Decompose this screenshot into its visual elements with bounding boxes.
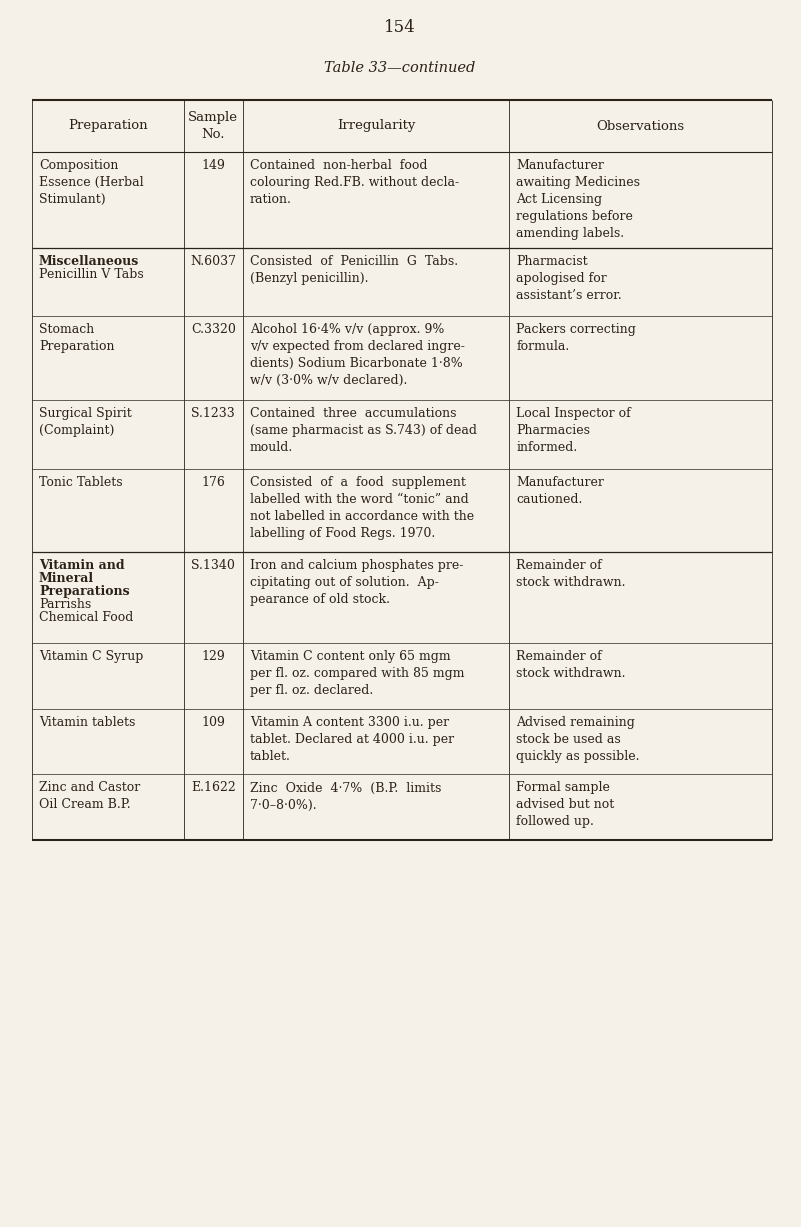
Text: C.3320: C.3320 [191,323,235,336]
Text: Stomach
Preparation: Stomach Preparation [39,323,115,353]
Text: 149: 149 [201,160,225,172]
Text: Parrishs: Parrishs [39,599,91,611]
Text: Surgical Spirit
(Complaint): Surgical Spirit (Complaint) [39,406,131,437]
Text: Table 33—continued: Table 33—continued [324,61,476,75]
Text: Remainder of
stock withdrawn.: Remainder of stock withdrawn. [517,650,626,681]
Text: Penicillin V Tabs: Penicillin V Tabs [39,267,143,281]
Text: Iron and calcium phosphates pre-
cipitating out of solution.  Ap-
pearance of ol: Iron and calcium phosphates pre- cipitat… [250,560,463,606]
Text: N.6037: N.6037 [191,254,236,267]
Text: Zinc and Castor
Oil Cream B.P.: Zinc and Castor Oil Cream B.P. [39,782,140,811]
Text: Vitamin A content 3300 i.u. per
tablet. Declared at 4000 i.u. per
tablet.: Vitamin A content 3300 i.u. per tablet. … [250,715,454,763]
Text: Alcohol 16·4% v/v (approx. 9%
v/v expected from declared ingre-
dients) Sodium B: Alcohol 16·4% v/v (approx. 9% v/v expect… [250,323,465,387]
Text: 154: 154 [384,20,416,37]
Text: 129: 129 [201,650,225,664]
Text: Zinc  Oxide  4·7%  (B.P.  limits
7·0–8·0%).: Zinc Oxide 4·7% (B.P. limits 7·0–8·0%). [250,782,441,811]
Text: Irregularity: Irregularity [337,119,415,133]
Text: Consisted  of  a  food  supplement
labelled with the word “tonic” and
not labell: Consisted of a food supplement labelled … [250,476,474,540]
Text: Tonic Tablets: Tonic Tablets [39,476,123,488]
Text: Mineral: Mineral [39,573,95,585]
Text: Consisted  of  Penicillin  G  Tabs.
(Benzyl penicillin).: Consisted of Penicillin G Tabs. (Benzyl … [250,254,458,285]
Text: Remainder of
stock withdrawn.: Remainder of stock withdrawn. [517,560,626,589]
Text: S.1233: S.1233 [191,406,235,420]
Text: Advised remaining
stock be used as
quickly as possible.: Advised remaining stock be used as quick… [517,715,640,763]
Text: Preparations: Preparations [39,585,130,599]
Text: Chemical Food: Chemical Food [39,611,134,625]
Text: Pharmacist
apologised for
assistant’s error.: Pharmacist apologised for assistant’s er… [517,254,622,302]
Text: Preparation: Preparation [68,119,147,133]
Text: Manufacturer
awaiting Medicines
Act Licensing
regulations before
amending labels: Manufacturer awaiting Medicines Act Lice… [517,160,640,240]
Text: Sample
No.: Sample No. [188,112,239,141]
Text: Contained  non-herbal  food
colouring Red.FB. without decla-
ration.: Contained non-herbal food colouring Red.… [250,160,459,206]
Text: E.1622: E.1622 [191,782,235,794]
Text: Vitamin C content only 65 mgm
per fl. oz. compared with 85 mgm
per fl. oz. decla: Vitamin C content only 65 mgm per fl. oz… [250,650,465,697]
Text: Observations: Observations [597,119,685,133]
Text: Vitamin tablets: Vitamin tablets [39,715,135,729]
Text: S.1340: S.1340 [191,560,235,573]
Text: Vitamin and: Vitamin and [39,560,125,573]
Text: 176: 176 [201,476,225,488]
Text: Formal sample
advised but not
followed up.: Formal sample advised but not followed u… [517,782,614,828]
Text: Local Inspector of
Pharmacies
informed.: Local Inspector of Pharmacies informed. [517,406,631,454]
Text: Manufacturer
cautioned.: Manufacturer cautioned. [517,476,604,506]
Text: Packers correcting
formula.: Packers correcting formula. [517,323,636,353]
Text: 109: 109 [201,715,225,729]
Text: Miscellaneous: Miscellaneous [39,254,139,267]
Text: Contained  three  accumulations
(same pharmacist as S.743) of dead
mould.: Contained three accumulations (same phar… [250,406,477,454]
Text: Vitamin C Syrup: Vitamin C Syrup [39,650,143,664]
Text: Composition
Essence (Herbal
Stimulant): Composition Essence (Herbal Stimulant) [39,160,143,206]
